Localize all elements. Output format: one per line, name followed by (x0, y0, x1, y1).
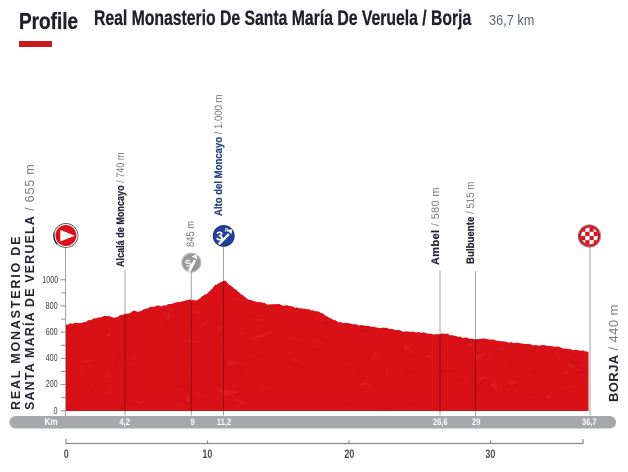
svg-text:S: S (184, 258, 193, 270)
svg-text:3: 3 (216, 229, 223, 244)
svg-text:a: a (225, 226, 229, 233)
